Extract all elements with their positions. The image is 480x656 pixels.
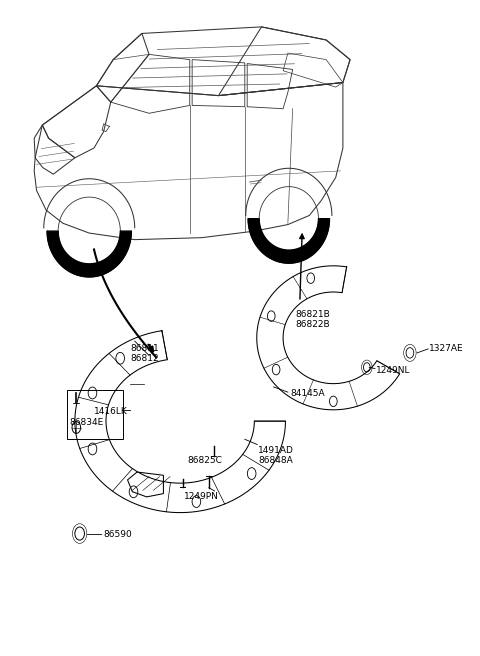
Text: 86825C: 86825C <box>187 456 222 464</box>
Text: 86834E: 86834E <box>69 419 103 428</box>
Text: 1327AE: 1327AE <box>429 344 464 354</box>
Text: 86811
86812: 86811 86812 <box>130 344 159 363</box>
Text: 84145A: 84145A <box>290 389 325 398</box>
Text: 1249PN: 1249PN <box>183 492 218 501</box>
Text: 1491AD
86848A: 1491AD 86848A <box>258 446 294 465</box>
Bar <box>67 390 123 440</box>
Text: 1249NL: 1249NL <box>376 366 411 375</box>
Text: 86821B
86822B: 86821B 86822B <box>295 310 330 329</box>
Polygon shape <box>47 231 132 277</box>
Text: 1416LK: 1416LK <box>94 407 128 416</box>
Text: 86590: 86590 <box>104 529 132 539</box>
Polygon shape <box>248 218 329 263</box>
